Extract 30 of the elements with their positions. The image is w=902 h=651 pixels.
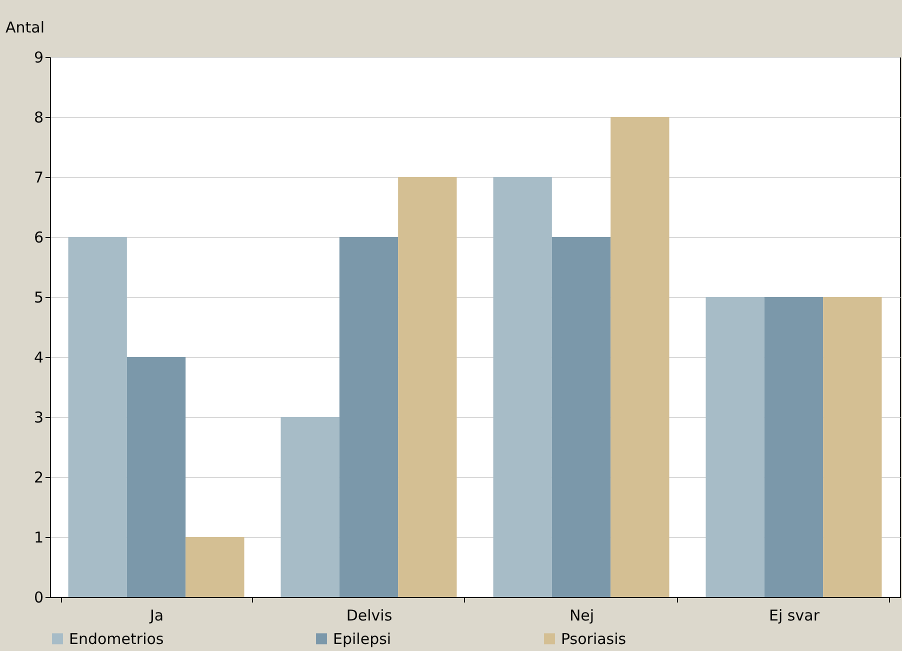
x-tick-label: Delvis [346, 606, 392, 624]
x-tick-label: Nej [569, 606, 594, 624]
legend-label: Epilepsi [333, 630, 392, 648]
bar [280, 417, 340, 597]
x-tick-label: Ej svar [769, 606, 820, 624]
y-tick-label: 8 [34, 108, 44, 126]
x-tick-label: Ja [148, 606, 164, 624]
y-tick-label: 4 [34, 348, 44, 366]
legend-label: Endometrios [69, 630, 164, 648]
bar [186, 537, 244, 597]
legend-label: Psoriasis [561, 630, 626, 648]
y-axis-title: Antal [6, 18, 45, 36]
y-tick-label: 3 [34, 408, 44, 426]
y-tick-label: 0 [34, 588, 44, 606]
y-tick-label: 1 [34, 528, 44, 546]
y-tick-label: 6 [34, 228, 44, 246]
y-tick-label: 5 [34, 288, 44, 306]
bar [493, 177, 552, 597]
bar [339, 237, 398, 597]
bar [764, 297, 824, 597]
bar [126, 357, 186, 597]
y-tick-label: 7 [34, 168, 44, 186]
bar [610, 117, 670, 597]
bar [706, 297, 764, 597]
bar [398, 177, 457, 597]
y-tick-label: 2 [34, 468, 44, 486]
y-tick-label: 9 [34, 48, 44, 66]
bar [823, 297, 882, 597]
bar [552, 237, 611, 597]
bar [68, 237, 127, 597]
